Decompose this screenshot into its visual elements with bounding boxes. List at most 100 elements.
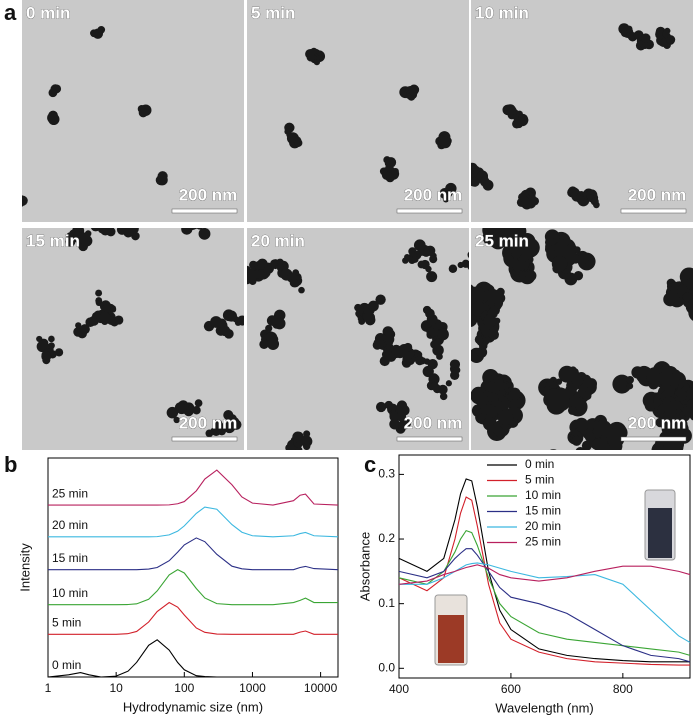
particle [173,416,180,424]
scale-bar-label: 200 nm [628,413,687,432]
scale-bar-label: 200 nm [404,185,463,204]
particles [471,23,676,210]
particle [467,251,469,259]
particle [257,261,266,270]
particle [213,419,223,429]
particle [102,303,113,315]
particle [432,344,444,356]
particle [276,263,284,271]
particle [422,248,431,257]
particle [90,228,101,232]
particle [294,138,303,147]
micrograph-bg [247,0,469,222]
panel-letter: b [4,452,17,477]
plot-frame [398,454,691,679]
series-line [48,537,339,571]
particle [54,348,64,357]
particle [504,104,516,116]
scale-bar-label: 200 nm [179,413,238,432]
y-tick-label: 0.3 [378,467,395,481]
particle [545,237,556,248]
y-tick-label: 0.2 [378,531,395,545]
micrograph: 5 min 200 nm [247,0,469,222]
particle [461,259,469,268]
particle [196,228,203,230]
particles [22,25,168,207]
particle [289,278,299,288]
particle [445,380,452,387]
particle [298,286,305,294]
particle [182,228,190,231]
particles [471,228,693,450]
particle [664,27,671,35]
particle [583,449,590,450]
particle [128,228,139,234]
particle [425,308,435,319]
panel-letter: c [364,452,376,477]
particle [215,325,227,336]
legend-label: 15 min [525,504,561,518]
particle [551,256,568,272]
particle [436,353,443,360]
particle [626,382,634,390]
particle [217,318,227,328]
particle [403,342,413,352]
particle [438,384,448,395]
particle [493,317,501,325]
scale-bar [171,208,238,214]
particle [295,431,304,441]
particle [686,399,693,411]
micrograph-time: 0 min [26,3,70,22]
particle [79,324,90,335]
particle [48,342,55,349]
series-line [47,639,338,678]
series-line [48,601,338,635]
particle [97,228,106,234]
particle [22,195,28,206]
scale-bar [620,208,687,214]
micrograph-time: 20 min [251,231,305,250]
micrograph-time: 5 min [251,3,295,22]
particle [303,430,311,438]
particle [439,136,451,149]
particle [224,421,236,433]
particle [399,418,411,430]
particle [453,366,461,374]
scale-bar [620,436,687,442]
micrograph-bg [22,228,244,450]
series-line [398,564,691,585]
particle [584,431,596,443]
particle [626,375,634,384]
micrograph-time: 10 min [475,3,529,22]
particle [567,406,577,415]
particle [497,409,514,426]
particle [302,442,311,450]
particle [414,355,425,366]
micrograph: 20 min 200 nm [247,228,469,450]
particle [408,84,420,95]
micrograph: 25 min 200 nm [471,228,693,450]
particle [426,271,438,283]
legend-label: 10 min [525,488,561,502]
particle [237,315,244,326]
particle [483,314,497,328]
curve-label: 10 min [52,586,88,600]
particles [247,239,469,450]
particle [495,233,502,240]
particle [190,228,198,230]
micrograph: 10 min 200 nm [471,0,693,222]
particle [375,294,386,305]
particle [78,232,91,245]
y-tick-label: 0.1 [378,596,395,610]
particles [36,228,244,438]
particle [194,399,203,407]
particle [110,306,117,313]
particle [529,247,538,256]
particle [75,322,82,329]
particle [413,239,426,252]
particle [42,356,51,365]
particle [394,346,407,359]
legend-label: 0 min [525,457,554,471]
scale-bar [171,436,238,442]
